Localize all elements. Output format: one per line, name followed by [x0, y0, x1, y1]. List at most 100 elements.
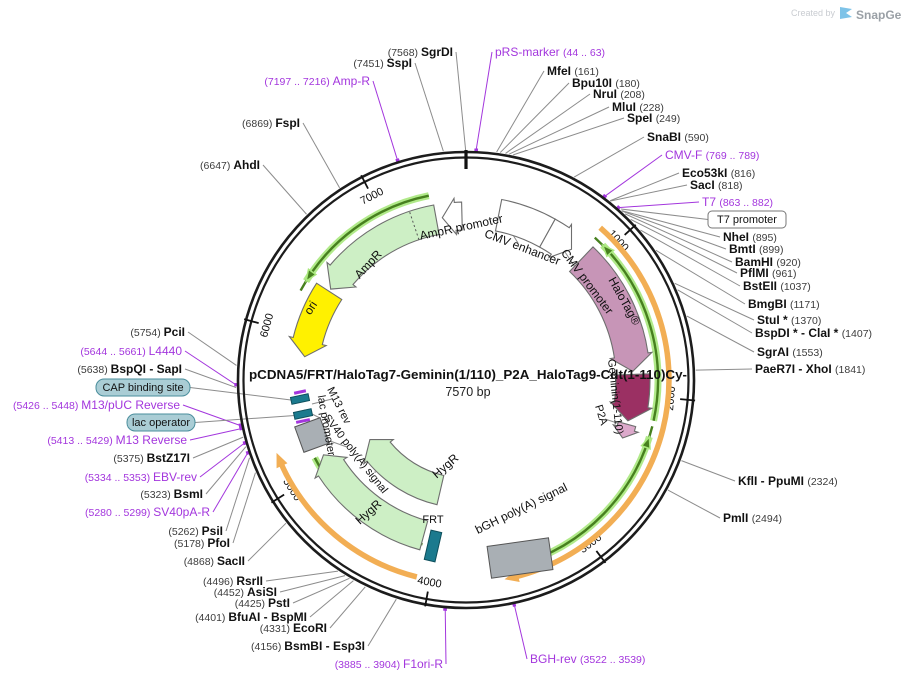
leader-ebv-rev: [199, 442, 246, 478]
inner-label-8: HygR: [429, 451, 461, 481]
primer-mark: [242, 440, 247, 446]
leader-bamhi: [624, 213, 733, 263]
leader-m13-reverse: [189, 428, 242, 441]
feature-p2a: [611, 421, 640, 439]
cap-binding-site-block: [289, 393, 311, 405]
tick-6000: [243, 318, 259, 325]
leader-box: [620, 208, 709, 220]
site-label-ebv-rev: (5334 .. 5353) EBV-rev: [85, 470, 197, 484]
watermark-prefix: Created by: [791, 8, 836, 18]
site-label-bspdi-clai-: BspDI * - ClaI * (1407): [755, 326, 872, 340]
site-label-m13-puc-reverse: (5426 .. 5448) M13/pUC Reverse: [13, 398, 180, 412]
inner-label-4: ori: [301, 298, 320, 317]
leader-sgrai: [686, 315, 755, 353]
leader-sgrdi: [455, 51, 467, 151]
leader-cmv-f: [604, 154, 663, 197]
site-label-bsteii: BstEII (1037): [743, 279, 811, 293]
leader-bstz17i: [192, 436, 244, 459]
leader-t7: [618, 201, 700, 209]
leader-fspi: [302, 122, 341, 189]
leader-pfoi: [232, 472, 256, 544]
leader-saci: [610, 184, 688, 202]
feature-halotag-: [568, 246, 654, 372]
primer-mark: [395, 158, 400, 163]
tick-label-4000: 4000: [416, 575, 442, 591]
site-label-pcii: (5754) PciI: [130, 325, 185, 339]
site-label-amp-r: (7197 .. 7216) Amp-R: [264, 74, 370, 88]
leader-bsmi: [205, 446, 247, 495]
leader-bfuai-bspmi: [309, 580, 354, 618]
leader-ahdi: [262, 164, 307, 215]
site-label-bsmi: (5323) BsmI: [140, 487, 203, 501]
site-label-bmgbi: BmgBI (1171): [748, 297, 820, 311]
primer-mark-a: [295, 418, 311, 424]
site-label-nhei: NheI (895): [723, 230, 777, 244]
leader-stui-: [674, 282, 755, 321]
leader-rsrii: [265, 570, 339, 582]
plasmid-size: 7570 bp: [445, 385, 490, 399]
site-label-sv40pa-r: (5280 .. 5299) SV40pA-R: [85, 505, 210, 519]
tick-label-6000: 6000: [258, 312, 276, 339]
site-label-cmv-f: CMV-F (769 .. 789): [665, 148, 759, 162]
leader-eco53ki: [609, 172, 680, 202]
site-label-stui-: StuI * (1370): [757, 313, 821, 327]
site-label-kfli-ppumi: KflI - PpuMI (2324): [738, 474, 838, 488]
leader-nhei: [621, 210, 721, 238]
orf-core-1: [593, 236, 660, 421]
site-label-rsrii: (4496) RsrII: [203, 574, 263, 588]
leader-prs-marker: [475, 51, 493, 151]
site-label-nrui: NruI (208): [593, 87, 645, 101]
sv40-poly-a-signal-block: [294, 417, 330, 453]
leader-box: [194, 414, 303, 423]
leader-pmli: [667, 489, 721, 519]
site-label-eco53ki: Eco53kI (816): [682, 166, 755, 180]
leader-pcii: [187, 331, 237, 366]
site-label-bmti: BmtI (899): [729, 242, 784, 256]
leader-sacii: [247, 522, 287, 562]
boxed-label-text-lac-operator: lac operator: [132, 417, 190, 429]
inner-label-7: P2A: [592, 403, 610, 427]
site-label-pflmi: PflMI (961): [740, 266, 797, 280]
primer-mark: [512, 602, 517, 607]
leader-paer7i-xhoi: [695, 368, 753, 371]
tick-4000: [424, 591, 429, 607]
leader-bspdi-clai-: [677, 289, 753, 334]
feature-hygr-outer: [314, 454, 429, 551]
leader-l4440: [184, 350, 237, 386]
site-label-m13-reverse: (5413 .. 5429) M13 Reverse: [47, 433, 187, 447]
leader-mfei: [496, 70, 545, 153]
feature-label-leader: [329, 440, 348, 448]
feature-divider: [408, 211, 420, 240]
tick-3000: [595, 550, 607, 564]
feature-ampr-promoter: [441, 196, 463, 236]
site-label-sgrdi: (7568) SgrDI: [388, 45, 453, 59]
primer-mark: [601, 193, 608, 199]
boxed-label-t7-promoter: [707, 210, 787, 229]
tick-5000: [270, 493, 285, 504]
tick-7000: [360, 174, 369, 190]
boxed-label-text-t7-promoter: T7 promoter: [717, 214, 777, 226]
feature-ampr: [326, 204, 440, 290]
leader-bpu10i: [499, 82, 570, 153]
plasmid-title: pCDNA5/FRT/HaloTag7-Geminin(1/110)_P2A_H…: [249, 367, 687, 382]
site-label-prs-marker: pRS-marker (44 .. 63): [495, 45, 605, 59]
site-label-bspqi-sapi: (5638) BspQI - SapI: [77, 362, 182, 376]
leader-bgh-rev: [513, 604, 528, 660]
leader-mlui: [509, 106, 610, 155]
leader-snabi: [573, 136, 645, 178]
site-label-ecori: (4331) EcoRI: [260, 621, 327, 635]
primer-mark: [615, 205, 621, 211]
leader-ecori: [329, 586, 366, 629]
site-label-bstz17i: (5375) BstZ17I: [113, 451, 190, 465]
site-label-paer7i-xhoi: PaeR7I - XhoI (1841): [755, 362, 865, 376]
leader-bsteii: [640, 229, 741, 287]
site-label-psti: (4425) PstI: [235, 596, 290, 610]
site-label-saci: SacI (818): [690, 178, 743, 192]
tick-2000: [680, 398, 696, 402]
orange-arc-1: [277, 460, 418, 580]
frt-site-block: [423, 529, 443, 563]
orange-arc-0: [513, 225, 672, 580]
watermark-brand: SnapGene: [856, 8, 902, 22]
